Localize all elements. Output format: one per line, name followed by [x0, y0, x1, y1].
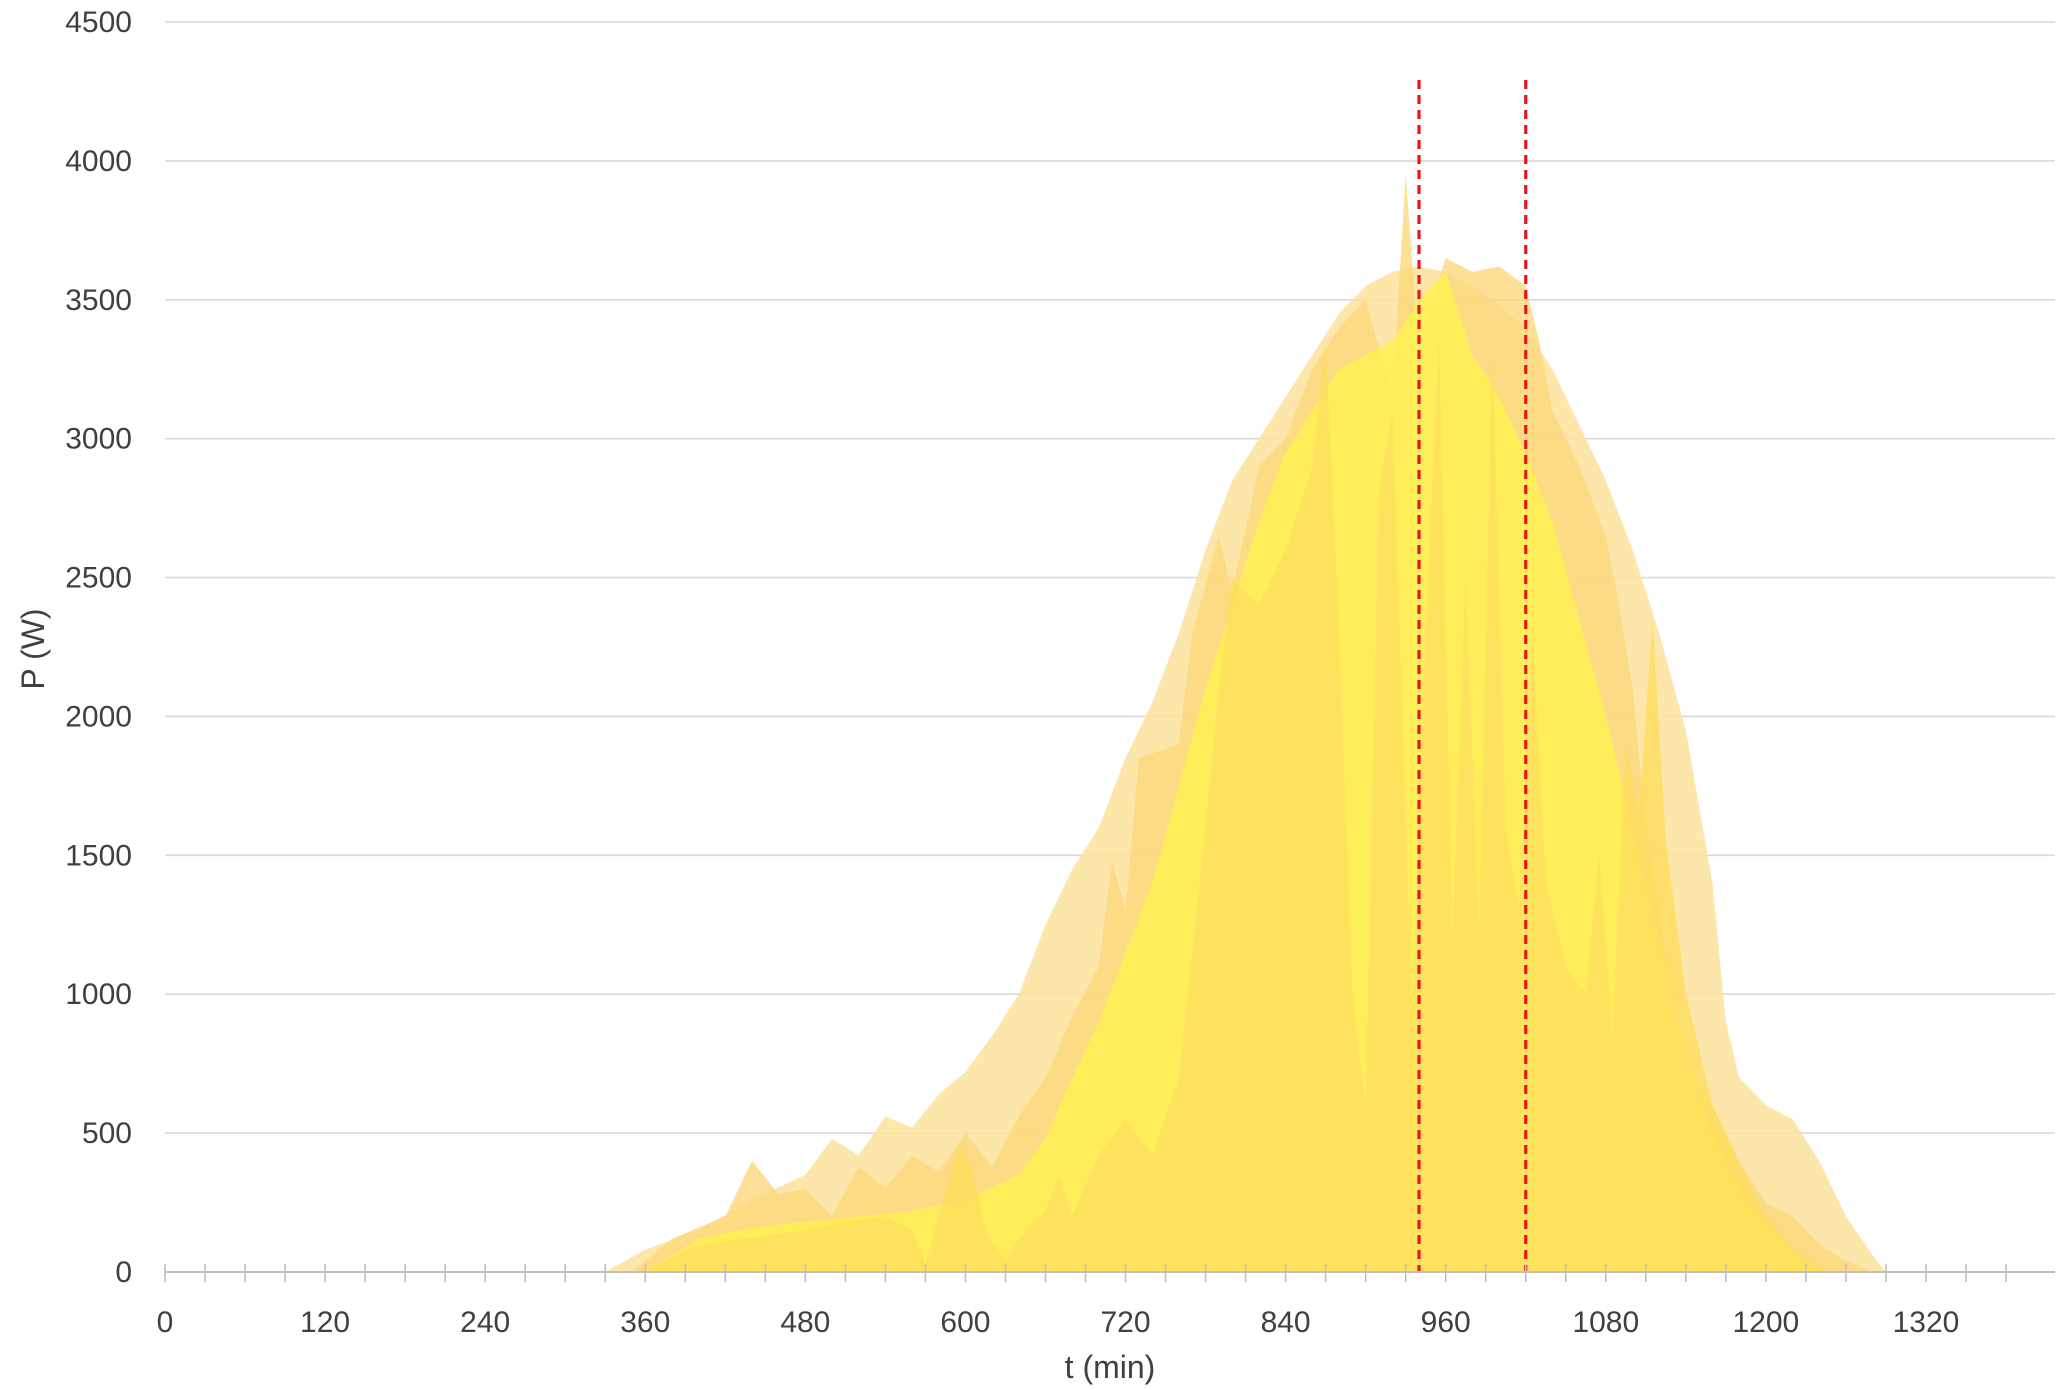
y-tick-label: 4500	[65, 6, 132, 39]
grid-lines	[165, 21, 2055, 1134]
y-tick-label: 4000	[65, 145, 132, 178]
x-tick-label: 120	[300, 1306, 350, 1339]
x-axis	[164, 1264, 2055, 1282]
x-tick-label: 1320	[1893, 1306, 1960, 1339]
x-tick-label: 480	[780, 1306, 830, 1339]
area-series	[605, 174, 1886, 1272]
y-tick-label: 1000	[65, 978, 132, 1011]
x-tick-label: 600	[940, 1306, 990, 1339]
x-tick-label: 0	[157, 1306, 174, 1339]
y-axis-tick-labels: 0 500 1000 1500 2000 2500 3000 3500 4000 4500	[65, 6, 132, 1289]
y-tick-label: 500	[82, 1117, 132, 1150]
y-axis-title: P (W)	[15, 608, 51, 689]
x-tick-label: 240	[460, 1306, 510, 1339]
x-axis-title: t (min)	[1065, 1349, 1156, 1385]
x-tick-label: 720	[1100, 1306, 1150, 1339]
y-tick-label: 0	[115, 1256, 132, 1289]
y-tick-label: 3000	[65, 423, 132, 456]
x-tick-label: 840	[1261, 1306, 1311, 1339]
x-tick-label: 1080	[1572, 1306, 1639, 1339]
y-tick-label: 3500	[65, 284, 132, 317]
y-tick-label: 2500	[65, 562, 132, 595]
y-tick-label: 2000	[65, 700, 132, 733]
x-tick-label: 360	[620, 1306, 670, 1339]
y-tick-label: 1500	[65, 839, 132, 872]
area-series-4	[645, 341, 1833, 1272]
x-axis-tick-labels: 0 120 240 360 480 600 720 840 960 1080 1200 1320	[157, 1306, 1960, 1339]
x-tick-label: 960	[1421, 1306, 1471, 1339]
marker-lines	[1417, 80, 1528, 1272]
x-tick-label: 1200	[1732, 1306, 1799, 1339]
